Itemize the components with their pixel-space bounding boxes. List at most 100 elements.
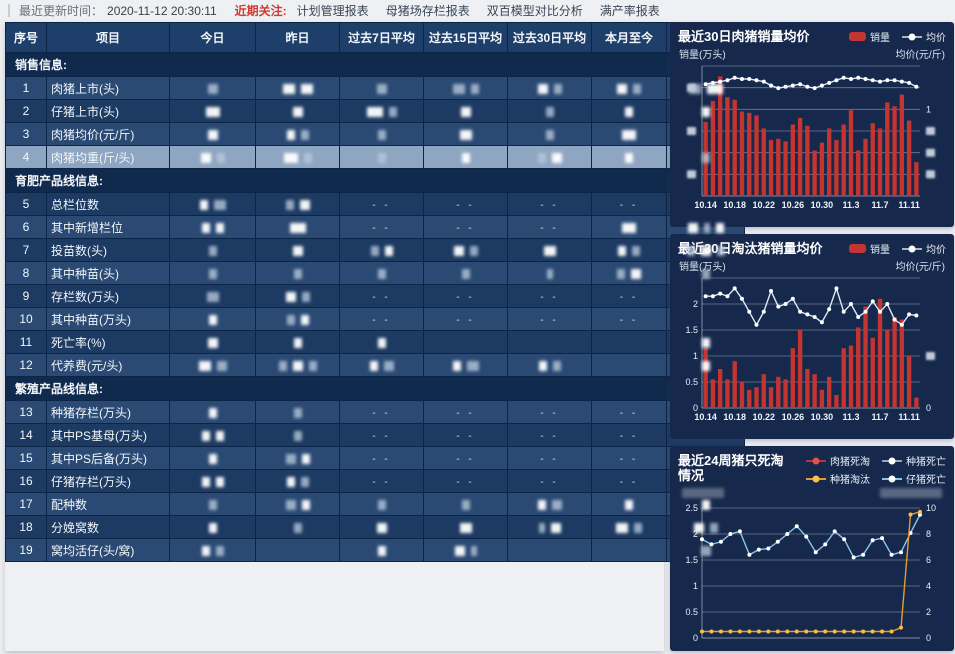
- legend-item[interactable]: 均价: [902, 29, 946, 44]
- redacted-value: [200, 152, 211, 163]
- row-number: 2: [5, 99, 47, 123]
- legend-item[interactable]: 种猪死亡: [882, 453, 946, 468]
- legend-item[interactable]: 销量: [849, 241, 890, 256]
- value-cell: [169, 284, 256, 308]
- redacted-value: [377, 129, 386, 140]
- redacted-value: [301, 291, 310, 302]
- redacted-value: [201, 476, 210, 487]
- redacted-value: [631, 268, 641, 279]
- legend-label: 销量: [870, 33, 890, 44]
- redacted-value: [453, 245, 464, 256]
- svg-text:11.3: 11.3: [842, 200, 859, 210]
- redacted-value: [466, 360, 479, 371]
- value-cell: - -: [423, 400, 508, 424]
- row-number: 8: [5, 261, 47, 285]
- redacted-value: [301, 453, 310, 464]
- redacted-value: [293, 337, 302, 348]
- row-number: 14: [5, 423, 47, 447]
- redacted-value: [703, 222, 710, 233]
- svg-text:0.5: 0.5: [685, 607, 698, 617]
- redacted-value: [700, 245, 711, 256]
- chart-svg-3: 2.5 2 1.5 1 0.5 0 10 8 6 4 2 0: [685, 503, 936, 643]
- value-cell: [169, 122, 256, 146]
- legend-item[interactable]: 销量: [849, 29, 890, 44]
- redacted-value: [454, 545, 465, 556]
- legend-item[interactable]: 仔猪死亡: [882, 471, 946, 486]
- table-row[interactable]: 11 死亡率(%): [5, 330, 745, 354]
- table-row[interactable]: 3 肉猪均价(元/斤): [5, 122, 745, 146]
- legend-item[interactable]: 种猪淘汰: [806, 471, 870, 486]
- update-time-value: 2020-11-12 20:30:11: [107, 3, 217, 18]
- chart-2-axis-names: 销量(万头) 均价(元/斤): [678, 256, 946, 273]
- row-number: 6: [5, 215, 47, 239]
- redacted-value: [300, 129, 309, 140]
- redacted-value: [199, 199, 208, 210]
- table-row[interactable]: 12 代养费(元/头): [5, 353, 745, 377]
- value-cell: [507, 76, 592, 100]
- table-row[interactable]: 17 配种数: [5, 492, 745, 516]
- value-cell: [255, 446, 340, 470]
- value-cell: [255, 330, 340, 354]
- chart-2-title: 最近30日淘汰猪销量均价: [678, 241, 823, 256]
- table-row[interactable]: 4 肉猪均重(斤/头): [5, 145, 745, 169]
- value-cell: [507, 353, 592, 377]
- value-cell: [339, 145, 424, 169]
- table-row[interactable]: 19 窝均活仔(头/窝): [5, 538, 745, 562]
- redacted-value: [543, 245, 556, 256]
- table-row[interactable]: 1 肉猪上市(头): [5, 76, 745, 100]
- value-cell: [169, 446, 256, 470]
- table-row[interactable]: 18 分娩窝数: [5, 515, 745, 539]
- value-cell: [423, 538, 508, 562]
- value-cell: - -: [339, 446, 424, 470]
- value-cell: [339, 122, 424, 146]
- chart-card-3: 最近24周猪只死淘情况 肉猪死淘 种猪死亡 种猪淘汰 仔猪死亡 2.5 2 1.5 1 0.5…: [670, 446, 954, 651]
- row-number: 18: [5, 515, 47, 539]
- value-cell: - -: [591, 400, 667, 424]
- redacted-value: [686, 245, 695, 256]
- row-label: 分娩窝数: [46, 515, 170, 539]
- svg-text:2.5: 2.5: [685, 503, 698, 513]
- column-header: 序号: [5, 22, 47, 53]
- chart-1-legend: 销量 均价: [849, 29, 946, 44]
- table-row[interactable]: 6 其中新增栏位 - -- -- -: [5, 215, 745, 239]
- legend-item[interactable]: 均价: [902, 241, 946, 256]
- row-label: 仔猪上市(头): [46, 99, 170, 123]
- redacted-value: [377, 545, 386, 556]
- report-link[interactable]: 双百模型对比分析: [486, 4, 583, 18]
- column-header: 项目: [46, 22, 170, 53]
- svg-text:10.14: 10.14: [694, 200, 717, 210]
- redacted-value: [303, 152, 312, 163]
- redacted-value: [292, 245, 303, 256]
- svg-text:11.11: 11.11: [898, 200, 920, 210]
- row-label: 肉猪均重(斤/头): [46, 145, 170, 169]
- value-cell: [591, 515, 667, 539]
- svg-text:0: 0: [693, 633, 698, 643]
- redacted-value: [470, 545, 477, 556]
- legend-item[interactable]: 肉猪死淘: [806, 453, 870, 468]
- svg-text:0: 0: [926, 403, 931, 413]
- report-link[interactable]: 母猪场存栏报表: [385, 4, 470, 18]
- legend-line-marker-icon: [806, 475, 826, 482]
- report-link[interactable]: 满产率报表: [599, 4, 660, 18]
- value-cell: [423, 261, 508, 285]
- redacted-value: [201, 430, 210, 441]
- table-row[interactable]: 2 仔猪上市(头): [5, 99, 745, 123]
- table-row[interactable]: 8 其中种苗(头): [5, 261, 745, 285]
- value-cell: [423, 515, 508, 539]
- redacted-value: [293, 268, 302, 279]
- group-title: 繁殖产品线信息:: [5, 376, 745, 401]
- redacted-value: [289, 222, 306, 233]
- value-cell: [591, 330, 667, 354]
- redacted-value: [216, 360, 227, 371]
- table-row[interactable]: 7 投苗数(头): [5, 238, 745, 262]
- value-cell: [423, 238, 508, 262]
- report-link[interactable]: 计划管理报表: [296, 4, 369, 18]
- value-cell: [591, 215, 667, 239]
